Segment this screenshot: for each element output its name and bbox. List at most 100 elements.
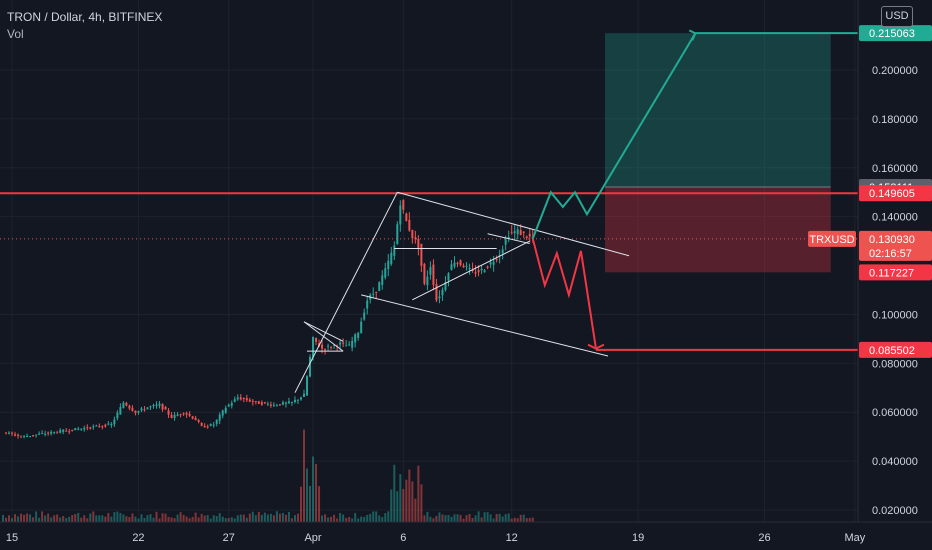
time-tick-label: 12	[506, 532, 518, 544]
triangle-rising-line	[412, 240, 530, 301]
candle-body	[14, 434, 17, 436]
volume-bar	[525, 518, 528, 522]
volume-bar	[263, 512, 266, 522]
candle-body	[26, 435, 29, 437]
price-tick-label: 0.200000	[872, 65, 918, 77]
volume-bar	[333, 514, 336, 522]
volume-bar	[321, 515, 324, 522]
candle-body	[188, 413, 191, 416]
volume-bar	[47, 513, 50, 522]
candle-body	[281, 402, 284, 405]
candle-body	[501, 249, 504, 254]
bar-countdown: 02:16:57	[869, 248, 912, 260]
current-price-tag: 0.130930	[869, 234, 915, 246]
candle-body	[257, 401, 260, 404]
time-tick-label: Apr	[304, 532, 321, 544]
volume-bar	[191, 516, 194, 522]
volume-bar	[296, 513, 299, 522]
candle-body	[200, 422, 203, 426]
volume-bar	[450, 516, 453, 522]
volume-bar	[414, 498, 417, 522]
candle-body	[363, 312, 366, 320]
candle-body	[11, 432, 14, 434]
volume-bar	[375, 511, 378, 522]
volume-bar	[513, 517, 516, 522]
volume-bar	[345, 517, 348, 522]
volume-bar	[212, 515, 215, 522]
volume-bar	[23, 514, 26, 522]
candle-body	[92, 426, 95, 428]
volume-bar	[119, 512, 122, 522]
candle-body	[456, 262, 459, 264]
candle-body	[176, 414, 179, 416]
candle-body	[59, 430, 62, 433]
volume-bar	[363, 516, 366, 522]
candle-body	[251, 400, 254, 402]
volume-bar	[155, 511, 158, 522]
volume-bar	[164, 513, 167, 522]
candle-body	[233, 399, 236, 402]
candle-body	[399, 205, 402, 225]
volume-bar	[501, 516, 504, 522]
volume-bar	[381, 517, 384, 522]
volume-bar	[378, 515, 381, 522]
candle-body	[423, 263, 426, 284]
candle-body	[158, 403, 161, 406]
volume-bar	[423, 515, 426, 522]
volume-bar	[456, 514, 459, 522]
volume-bar	[405, 479, 408, 522]
volume-bar	[182, 514, 185, 522]
candle-body	[450, 264, 453, 271]
volume-bar	[107, 512, 110, 522]
candle-body	[393, 245, 396, 256]
candle-body	[23, 435, 26, 437]
volume-bar	[284, 514, 287, 522]
candle-body	[522, 231, 525, 234]
volume-bar	[128, 517, 131, 522]
time-axis	[0, 522, 932, 550]
currency-button[interactable]: USD	[881, 6, 913, 27]
long-stop-zone	[605, 187, 831, 273]
volume-bar	[26, 513, 29, 522]
candle-body	[471, 269, 474, 272]
candle-body	[38, 433, 41, 435]
candle-body	[411, 229, 414, 239]
volume-bar	[89, 513, 92, 522]
candle-body	[53, 431, 56, 433]
volume-bar	[29, 514, 32, 522]
candle-body	[173, 414, 176, 418]
candle-body	[513, 231, 516, 234]
candle-body	[197, 420, 200, 423]
volume-bar	[495, 513, 498, 522]
volume-bar	[453, 514, 456, 522]
volume-bar	[44, 515, 47, 522]
volume-bar	[110, 516, 113, 522]
volume-bar	[306, 468, 309, 522]
volume-bar	[95, 515, 98, 522]
candle-body	[293, 399, 296, 403]
candle-body	[119, 407, 122, 415]
volume-bar	[146, 515, 149, 522]
price-tag: 0.117227	[869, 267, 914, 279]
candle-body	[360, 321, 363, 334]
volume-bar	[68, 516, 71, 522]
candle-body	[239, 397, 242, 400]
volume-bar	[372, 511, 375, 522]
volume-bar	[185, 516, 188, 522]
volume-bar	[528, 518, 531, 522]
candle-body	[483, 270, 486, 273]
volume-bar	[441, 514, 444, 522]
candle-body	[303, 393, 305, 397]
candle-body	[269, 404, 272, 406]
volume-bar	[486, 512, 489, 522]
candle-body	[236, 397, 239, 400]
candle-body	[504, 239, 507, 245]
candle-body	[453, 262, 456, 267]
candle-body	[441, 289, 444, 296]
volume-bar	[480, 517, 483, 522]
candle-body	[167, 410, 170, 415]
volume-bar	[366, 514, 369, 522]
triangle-upper-line	[487, 233, 530, 245]
volume-bar	[170, 517, 173, 522]
